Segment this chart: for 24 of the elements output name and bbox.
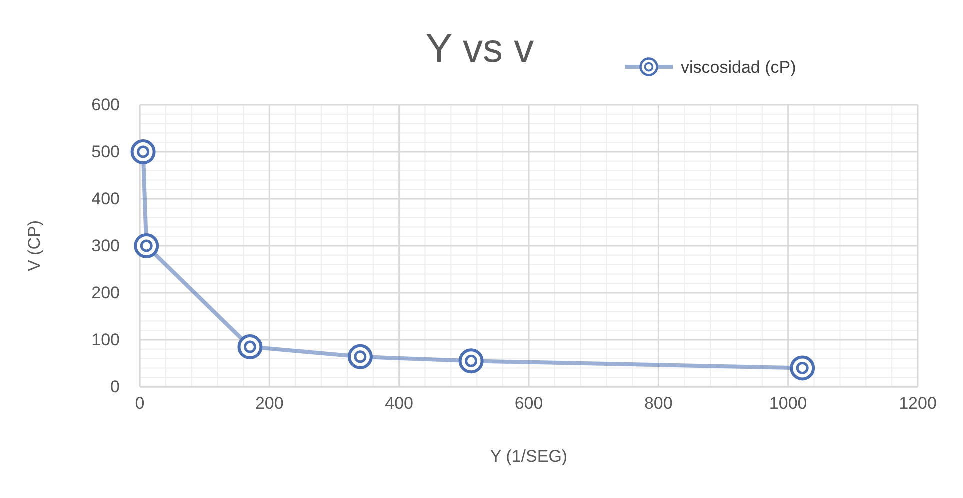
y-tick-label: 200: [92, 283, 120, 302]
x-tick-label: 1000: [769, 394, 808, 414]
x-tick-label: 600: [514, 394, 544, 414]
point: [348, 344, 373, 370]
y-tick-label: 400: [92, 189, 120, 208]
y-tick-label: 600: [92, 95, 120, 114]
x-tick-label: 200: [255, 394, 284, 414]
chart-title: Y vs v: [426, 27, 534, 71]
point: [134, 234, 160, 258]
x-tick-label: 400: [385, 394, 414, 414]
x-tick-label: 800: [644, 394, 673, 414]
y-tick-label: 0: [110, 377, 120, 396]
point: [238, 334, 263, 360]
y-tick-label: 100: [92, 330, 120, 350]
point: [790, 356, 816, 381]
x-axis-title: Y (1/SEG): [490, 447, 568, 466]
y-axis-title: V (CP): [25, 220, 44, 272]
x-tick-label: 0: [135, 394, 145, 414]
y-tick-label: 500: [92, 142, 120, 162]
legend-label: viscosidad (cP): [681, 58, 796, 77]
y-tick-label: 300: [92, 236, 120, 256]
x-tick-label: 1200: [899, 394, 937, 414]
point: [458, 348, 484, 374]
point: [130, 140, 156, 164]
